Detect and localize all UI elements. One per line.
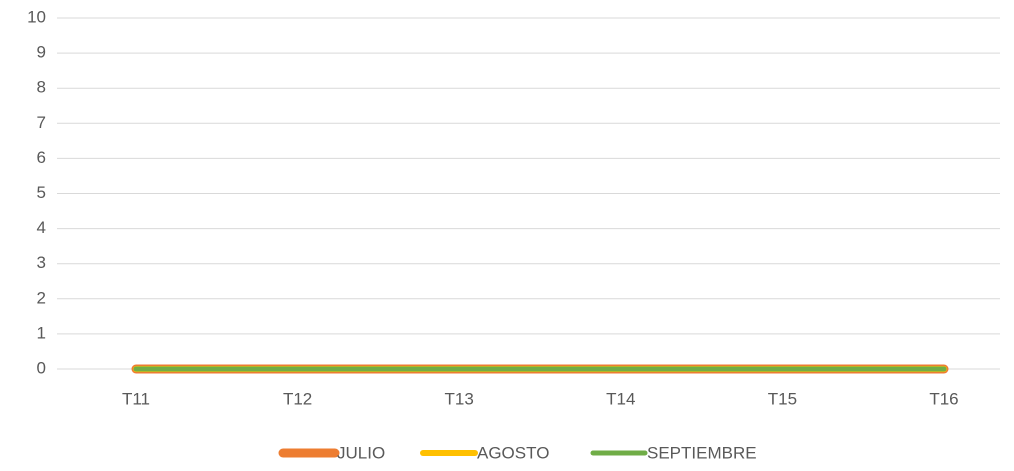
legend-label: JULIO [337, 443, 385, 462]
y-tick-label: 1 [37, 323, 46, 342]
y-tick-label: 7 [37, 113, 46, 132]
legend-label: AGOSTO [477, 443, 549, 462]
y-tick-label: 3 [37, 253, 46, 272]
y-tick-label: 10 [27, 7, 46, 26]
x-tick-label: T11 [122, 389, 150, 408]
x-tick-label: T16 [929, 389, 958, 408]
y-tick-label: 0 [37, 358, 46, 377]
x-tick-label: T15 [768, 389, 797, 408]
y-tick-label: 5 [37, 183, 46, 202]
x-tick-label: T13 [445, 389, 474, 408]
x-tick-label: T14 [606, 389, 635, 408]
legend-label: SEPTIEMBRE [647, 443, 757, 462]
y-tick-label: 9 [37, 43, 46, 62]
y-tick-label: 4 [37, 218, 46, 237]
y-tick-label: 2 [37, 288, 46, 307]
y-tick-label: 6 [37, 148, 46, 167]
x-tick-label: T12 [283, 389, 312, 408]
y-tick-label: 8 [37, 78, 46, 97]
